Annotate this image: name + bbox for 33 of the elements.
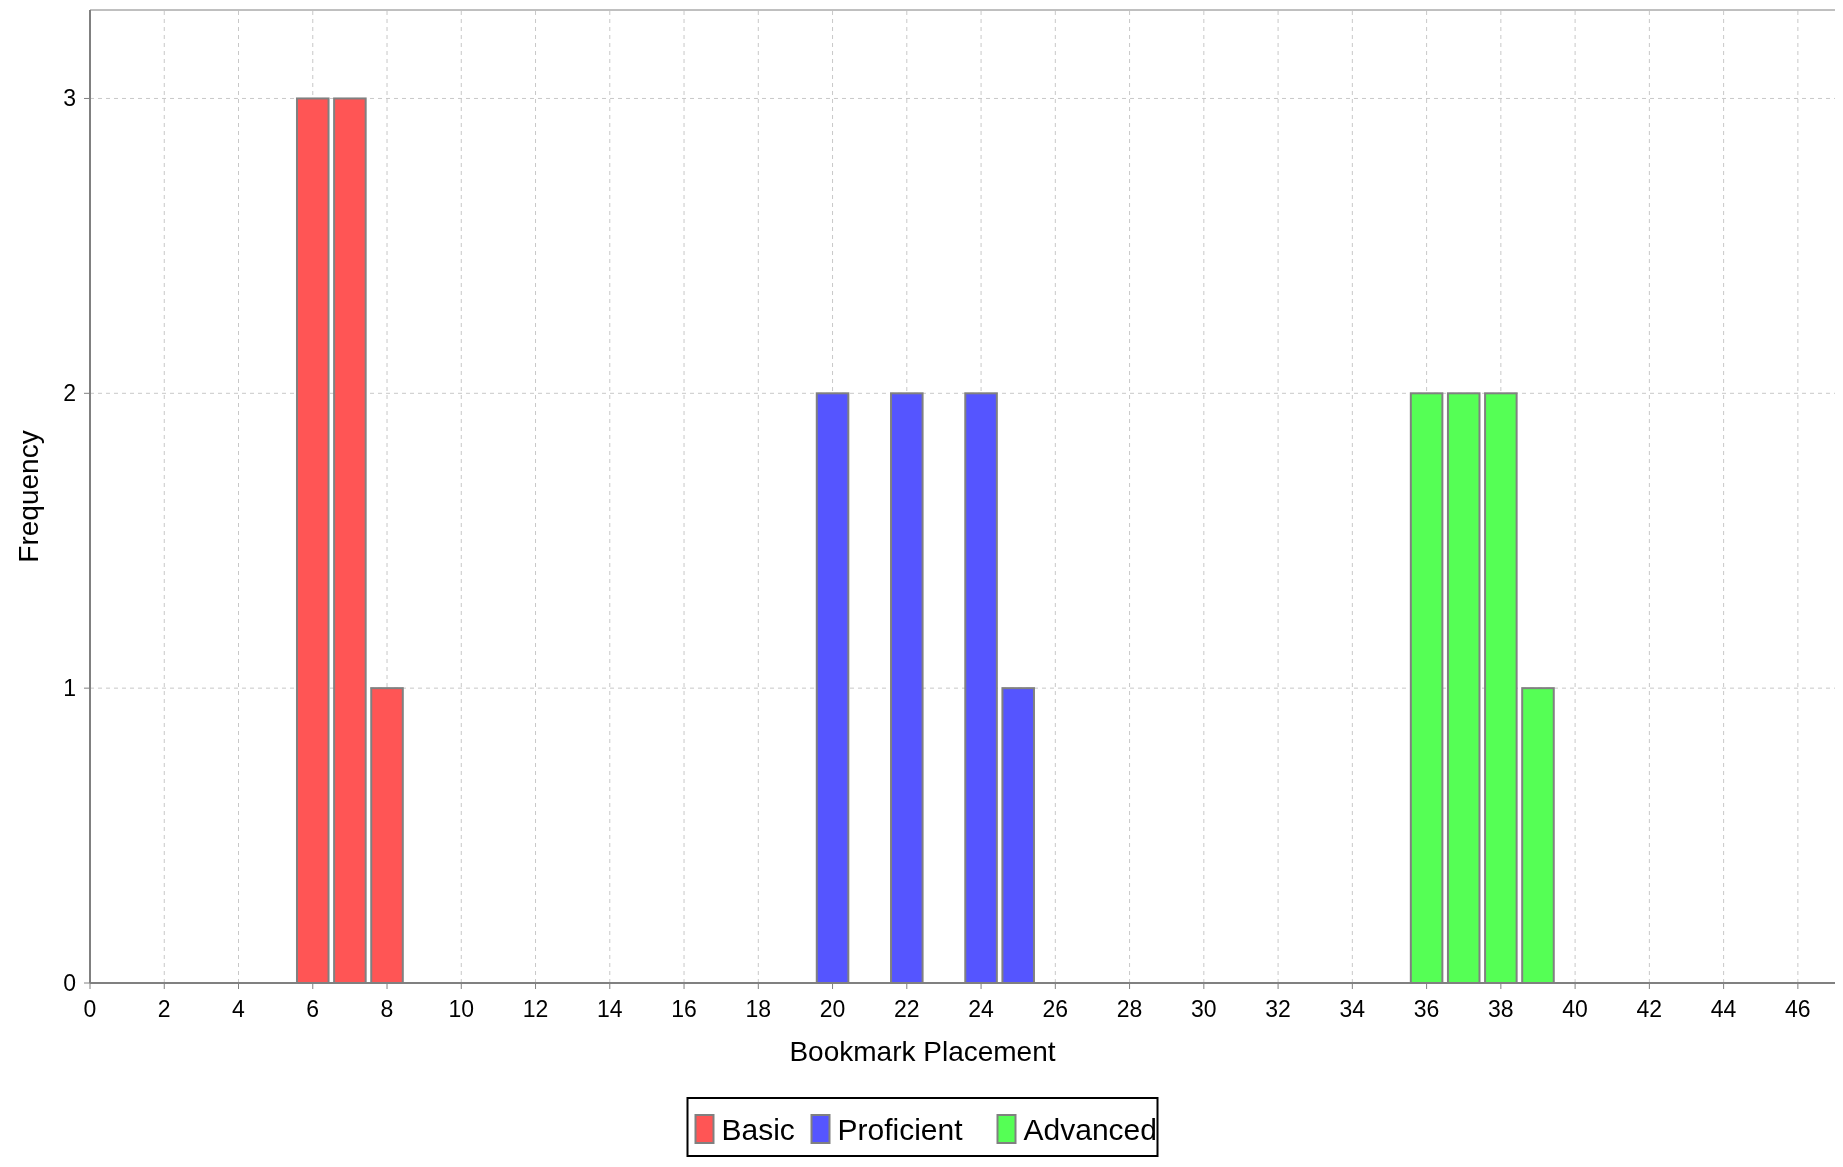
y-tick-label: 1 bbox=[63, 675, 76, 702]
x-tick-label: 46 bbox=[1785, 996, 1811, 1022]
x-tick-label: 14 bbox=[596, 996, 623, 1022]
x-tick-label: 24 bbox=[968, 996, 995, 1022]
x-tick-label: 32 bbox=[1265, 996, 1291, 1022]
x-tick-label: 28 bbox=[1116, 996, 1143, 1022]
x-tick-label: 4 bbox=[232, 996, 246, 1022]
x-tick-label: 26 bbox=[1042, 996, 1069, 1022]
x-tick-label: 36 bbox=[1413, 996, 1440, 1022]
x-tick-label: 18 bbox=[745, 996, 772, 1022]
y-tick-label: 2 bbox=[63, 380, 76, 407]
y-tick-label: 0 bbox=[63, 970, 76, 996]
x-tick-label: 0 bbox=[83, 996, 97, 1022]
x-tick-label: 12 bbox=[522, 996, 549, 1022]
legend-label: Basic bbox=[721, 1113, 795, 1146]
x-tick-label: 22 bbox=[894, 996, 920, 1022]
y-axis-title: Frequency bbox=[13, 430, 44, 563]
x-tick-label: 44 bbox=[1710, 996, 1737, 1022]
x-tick-label: 2 bbox=[157, 996, 171, 1022]
legend-label: Advanced bbox=[1023, 1113, 1157, 1146]
x-tick-label: 20 bbox=[819, 996, 846, 1022]
x-tick-label: 30 bbox=[1191, 996, 1217, 1022]
x-tick-label: 38 bbox=[1488, 996, 1514, 1022]
legend-label: Proficient bbox=[837, 1113, 964, 1146]
x-tick-label: 6 bbox=[306, 996, 320, 1022]
x-axis-title: Bookmark Placement bbox=[789, 1036, 1056, 1067]
x-tick-label: 34 bbox=[1339, 996, 1366, 1022]
x-tick-label: 42 bbox=[1636, 996, 1663, 1022]
x-tick-label: 10 bbox=[448, 996, 475, 1022]
x-tick-label: 40 bbox=[1562, 996, 1588, 1022]
x-tick-label: 16 bbox=[671, 996, 697, 1022]
y-tick-label: 3 bbox=[63, 85, 76, 112]
x-tick-label: 8 bbox=[380, 996, 394, 1022]
